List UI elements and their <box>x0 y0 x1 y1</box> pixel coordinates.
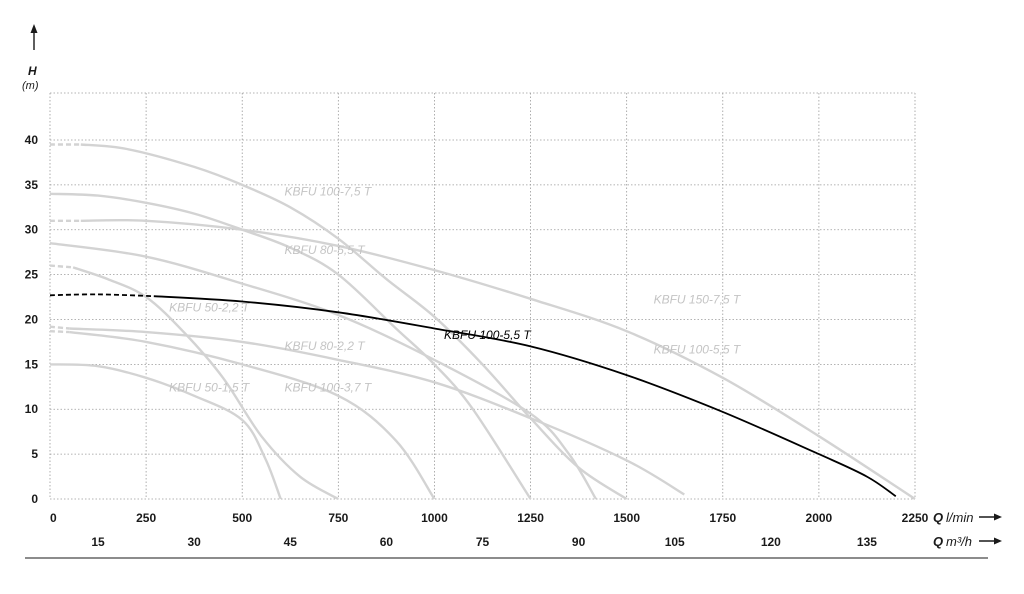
series-label: KBFU 100-3,7 T <box>285 380 373 394</box>
series-curve-dashed <box>49 325 70 330</box>
y-tick-label: 0 <box>31 492 38 506</box>
y-tick-label: 15 <box>25 357 39 371</box>
x2-axis-label: Q <box>933 534 943 549</box>
series <box>49 143 916 501</box>
y-axis-unit: (m) <box>22 80 39 92</box>
series-curve-solid <box>69 327 685 496</box>
series-label: KBFU 100-5,5 T <box>654 343 742 357</box>
series-curve-solid <box>49 192 532 500</box>
x2-axis-arrow-icon <box>979 537 1002 545</box>
x2-tick-label: 90 <box>572 535 586 549</box>
series-curve-solid <box>69 330 436 500</box>
x2-tick-label: 60 <box>380 535 394 549</box>
y-tick-label: 35 <box>25 178 39 192</box>
axes: H (m) Q l/min Q m³/h <box>22 24 1002 559</box>
x-tick-label: 1500 <box>613 511 640 525</box>
series-label: KBFU 100-5,5 T <box>444 328 532 342</box>
x-tick-label: 1750 <box>709 511 736 525</box>
series-curve-solid <box>80 143 628 501</box>
series-curve <box>50 218 916 501</box>
series-label: KBFU 80-5,5 T <box>285 243 367 257</box>
y-tick-label: 5 <box>31 447 38 461</box>
x2-tick-label: 105 <box>665 535 685 549</box>
x-axis-label: Q <box>933 510 943 525</box>
series-label: KBFU 50-1,5 T <box>169 380 251 394</box>
series-curve-solid <box>49 242 597 500</box>
grid <box>49 92 916 500</box>
series-curve-solid <box>80 218 916 501</box>
x-axis-arrow-icon <box>979 513 1002 521</box>
series-curve-solid <box>153 295 897 498</box>
series-curve <box>49 192 532 500</box>
series-curve <box>49 330 436 500</box>
series-curve <box>49 242 597 500</box>
series-curve-dashed <box>49 293 154 298</box>
x-axis-unit: l/min <box>946 510 973 525</box>
x2-tick-label: 135 <box>857 535 877 549</box>
series-label: KBFU 80-2,2 T <box>285 339 367 353</box>
x2-tick-label: 45 <box>284 535 298 549</box>
series-curve <box>49 363 282 500</box>
series-labels: KBFU 100-7,5 T KBFU 80-5,5 T KBFU 150-7,5 … <box>169 185 742 395</box>
x-tick-label: 250 <box>136 511 156 525</box>
x2-tick-label: 120 <box>761 535 781 549</box>
y-axis-label: H <box>28 64 37 78</box>
series-curve <box>49 264 339 501</box>
y-tick-label: 20 <box>25 312 39 326</box>
y-axis-arrow-icon <box>30 24 38 50</box>
x-tick-label: 1000 <box>421 511 448 525</box>
x-tick-label: 500 <box>232 511 252 525</box>
x-tick-label: 2250 <box>902 511 929 525</box>
x2-tick-label: 15 <box>91 535 105 549</box>
series-curve <box>50 143 628 501</box>
series-curve-dashed <box>49 330 70 334</box>
series-curve <box>49 293 897 498</box>
series-curve-solid <box>72 266 339 501</box>
x-tick-label: 1250 <box>517 511 544 525</box>
series-curve-dashed <box>49 264 74 269</box>
y-tick-label: 25 <box>25 268 39 282</box>
y-tick-label: 40 <box>25 133 39 147</box>
series-label: KBFU 150-7,5 T <box>654 292 742 306</box>
series-curve-solid <box>49 363 282 500</box>
series-label: KBFU 100-7,5 T <box>285 185 373 199</box>
y-tick-label: 30 <box>25 223 39 237</box>
x-tick-label: 750 <box>328 511 348 525</box>
series-curve <box>49 325 685 496</box>
x-tick-label: 0 <box>50 511 57 525</box>
tick-labels: 0 5 10 15 20 25 30 35 40 0 250 500 750 1000 1250 1500 17… <box>25 133 929 549</box>
y-tick-label: 10 <box>25 402 39 416</box>
series-label: KBFU 50-2,2 T <box>169 300 251 314</box>
x2-tick-label: 30 <box>187 535 201 549</box>
x2-axis-unit: m³/h <box>946 534 972 549</box>
x2-tick-label: 75 <box>476 535 490 549</box>
x-tick-label: 2000 <box>806 511 833 525</box>
